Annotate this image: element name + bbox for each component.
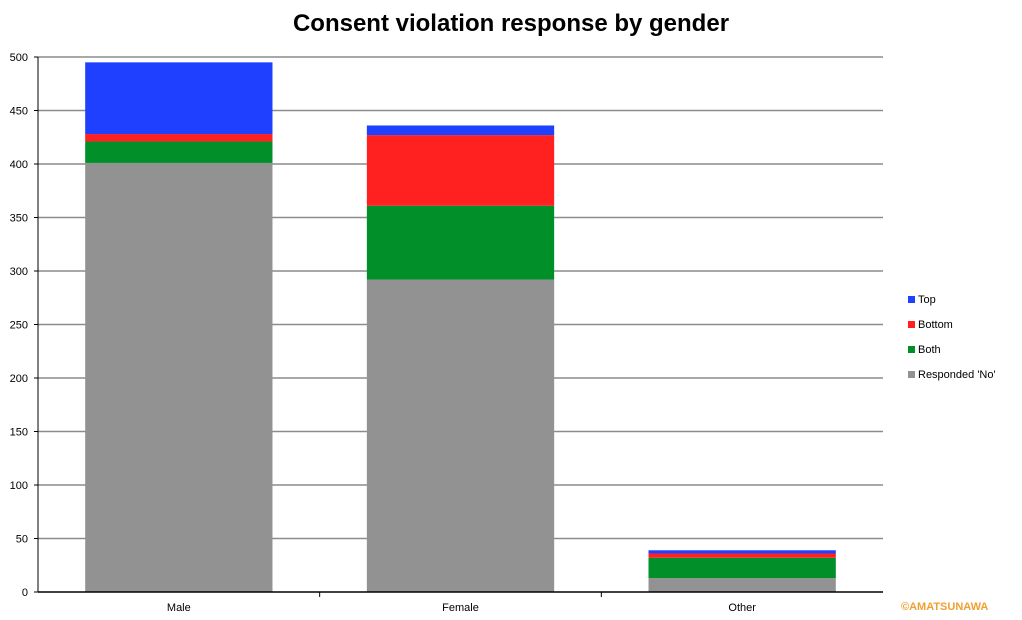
x-tick-label: Female (442, 602, 479, 614)
legend-item: Both (908, 337, 996, 362)
bar-segment (85, 62, 273, 135)
x-tick-label: Other (728, 602, 756, 614)
legend-label: Bottom (918, 318, 953, 331)
legend-item: Top (908, 287, 996, 312)
y-tick-label: 0 (22, 587, 28, 599)
y-tick-label: 350 (10, 213, 28, 225)
bar-segment (648, 550, 836, 554)
y-tick-label: 100 (10, 480, 28, 492)
bar-segment (366, 135, 555, 206)
bar-segment (366, 205, 555, 280)
y-tick-label: 200 (10, 373, 28, 385)
y-tick-label: 400 (10, 159, 28, 171)
y-tick-label: 250 (10, 320, 28, 332)
legend-item: Bottom (908, 312, 996, 337)
chart-title: Consent violation response by gender (292, 10, 730, 37)
bar-segment (648, 553, 836, 558)
legend-swatch (908, 321, 915, 328)
watermark: ©AMATSUNAWA (901, 601, 989, 613)
axes: 0 50 100 150 200 250 300 350 400 450 500 Male Female… (10, 52, 883, 614)
legend-item: Responded 'No' (908, 362, 996, 387)
legend-swatch (908, 371, 915, 378)
legend-label: Responded 'No' (918, 368, 996, 381)
legend-swatch (908, 346, 915, 353)
legend-swatch (908, 296, 915, 303)
bar-segment (366, 279, 555, 592)
x-tick-label: Male (167, 602, 191, 614)
bar-segment (85, 162, 273, 592)
y-tick-label: 150 (10, 427, 28, 439)
bar-segment (85, 134, 273, 142)
y-tick-label: 500 (10, 52, 28, 64)
legend: Top Bottom Both Responded 'No' (908, 287, 996, 387)
bar-segment (366, 125, 555, 136)
bar-segment (85, 141, 273, 163)
y-tick-label: 450 (10, 106, 28, 118)
bars (85, 62, 836, 592)
legend-label: Top (918, 293, 936, 306)
y-tick-label: 50 (16, 534, 28, 546)
bar-segment (648, 578, 836, 592)
y-tick-label: 300 (10, 266, 28, 278)
legend-label: Both (918, 343, 941, 356)
bar-segment (648, 557, 836, 579)
